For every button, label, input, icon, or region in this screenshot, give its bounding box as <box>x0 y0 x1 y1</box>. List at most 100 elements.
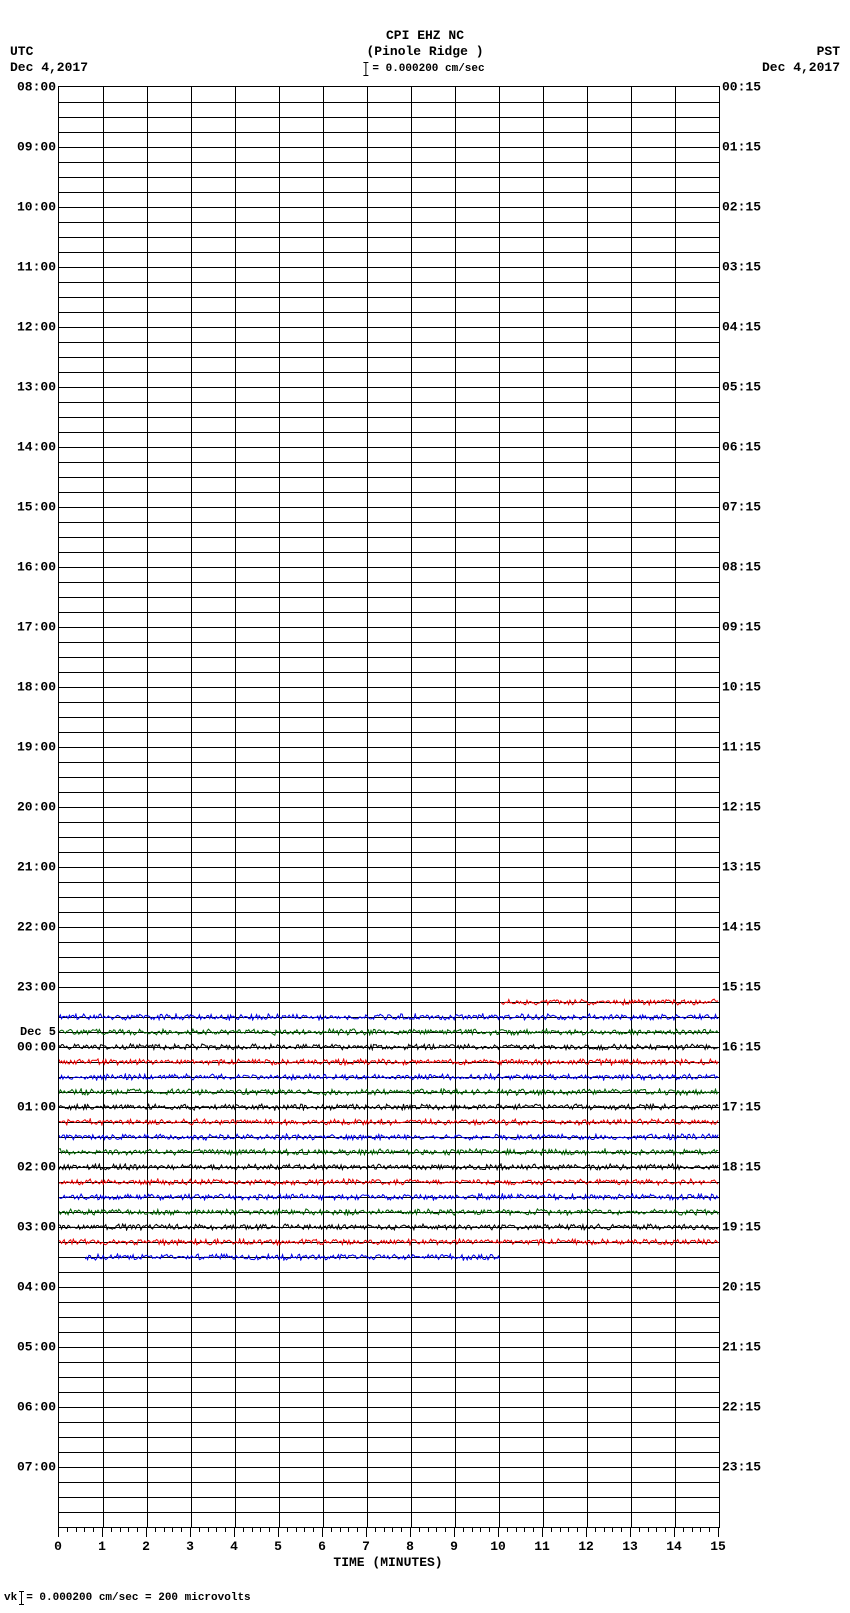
x-tick-label: 15 <box>710 1539 726 1554</box>
x-tick-minor <box>260 1527 261 1532</box>
grid-horizontal <box>59 492 719 493</box>
footer-prefix: vk <box>4 1592 17 1604</box>
grid-horizontal <box>59 222 719 223</box>
title-block: CPI EHZ NC (Pinole Ridge ) <box>0 28 850 59</box>
x-tick-major <box>322 1527 323 1537</box>
pst-hour-label: 18:15 <box>722 1160 761 1175</box>
pst-hour-label: 21:15 <box>722 1340 761 1355</box>
utc-hour-label: 17:00 <box>17 620 56 635</box>
seismic-trace <box>85 1253 501 1261</box>
utc-hour-label: 23:00 <box>17 980 56 995</box>
grid-horizontal <box>59 732 719 733</box>
x-tick-major <box>586 1527 587 1537</box>
grid-horizontal <box>59 1302 719 1303</box>
x-tick-minor <box>216 1527 217 1532</box>
x-tick-minor <box>304 1527 305 1532</box>
grid-horizontal <box>59 837 719 838</box>
x-tick-label: 4 <box>230 1539 238 1554</box>
grid-horizontal <box>59 447 719 448</box>
grid-horizontal <box>59 417 719 418</box>
utc-hour-label: 19:00 <box>17 740 56 755</box>
utc-hour-label: 21:00 <box>17 860 56 875</box>
x-tick-minor <box>516 1527 517 1532</box>
x-tick-minor <box>225 1527 226 1532</box>
header-left: UTC Dec 4,2017 <box>10 44 88 75</box>
grid-horizontal <box>59 867 719 868</box>
x-tick-minor <box>533 1527 534 1532</box>
grid-horizontal <box>59 747 719 748</box>
x-tick-label: 2 <box>142 1539 150 1554</box>
x-tick-minor <box>313 1527 314 1532</box>
x-tick-minor <box>463 1527 464 1532</box>
pst-hour-label: 02:15 <box>722 200 761 215</box>
grid-horizontal <box>59 1512 719 1513</box>
utc-hour-label: 18:00 <box>17 680 56 695</box>
x-tick-minor <box>524 1527 525 1532</box>
x-tick-minor <box>331 1527 332 1532</box>
grid-horizontal <box>59 477 719 478</box>
grid-horizontal <box>59 1422 719 1423</box>
x-tick-major <box>366 1527 367 1537</box>
grid-horizontal <box>59 1467 719 1468</box>
grid-horizontal <box>59 207 719 208</box>
x-tick-minor <box>489 1527 490 1532</box>
utc-hour-label: 05:00 <box>17 1340 56 1355</box>
x-tick-minor <box>199 1527 200 1532</box>
x-tick-label: 6 <box>318 1539 326 1554</box>
x-tick-minor <box>208 1527 209 1532</box>
grid-horizontal <box>59 162 719 163</box>
utc-hour-label: 15:00 <box>17 500 56 515</box>
x-tick-minor <box>560 1527 561 1532</box>
x-tick-minor <box>683 1527 684 1532</box>
x-tick-major <box>542 1527 543 1537</box>
x-tick-minor <box>419 1527 420 1532</box>
grid-horizontal <box>59 957 719 958</box>
pst-hour-label: 10:15 <box>722 680 761 695</box>
x-axis: TIME (MINUTES) 0123456789101112131415 <box>58 1527 718 1567</box>
utc-hour-label: 01:00 <box>17 1100 56 1115</box>
seismic-trace <box>501 998 719 1006</box>
station-id: CPI EHZ NC <box>0 28 850 44</box>
seismic-trace <box>59 1193 719 1201</box>
x-tick-label: 8 <box>406 1539 414 1554</box>
grid-horizontal <box>59 282 719 283</box>
x-tick-minor <box>84 1527 85 1532</box>
x-tick-minor <box>436 1527 437 1532</box>
x-tick-label: 3 <box>186 1539 194 1554</box>
utc-hour-label: 00:00 <box>17 1040 56 1055</box>
grid-horizontal <box>59 1332 719 1333</box>
grid-horizontal <box>59 132 719 133</box>
grid-horizontal <box>59 897 719 898</box>
grid-horizontal <box>59 402 719 403</box>
pst-hour-label: 00:15 <box>722 80 761 95</box>
seismic-trace <box>59 1148 719 1156</box>
pst-hour-label: 14:15 <box>722 920 761 935</box>
grid-horizontal <box>59 1437 719 1438</box>
station-name: (Pinole Ridge ) <box>0 44 850 60</box>
x-tick-minor <box>76 1527 77 1532</box>
pst-hour-label: 12:15 <box>722 800 761 815</box>
x-tick-label: 7 <box>362 1539 370 1554</box>
utc-hour-label: 09:00 <box>17 140 56 155</box>
x-tick-minor <box>648 1527 649 1532</box>
grid-horizontal <box>59 987 719 988</box>
grid-horizontal <box>59 552 719 553</box>
x-tick-minor <box>639 1527 640 1532</box>
x-tick-minor <box>375 1527 376 1532</box>
x-tick-minor <box>128 1527 129 1532</box>
grid-horizontal <box>59 642 719 643</box>
date-marker: Dec 5 <box>20 1025 56 1039</box>
x-tick-minor <box>472 1527 473 1532</box>
grid-horizontal <box>59 627 719 628</box>
x-tick-minor <box>384 1527 385 1532</box>
header-right: PST Dec 4,2017 <box>762 44 840 75</box>
x-tick-minor <box>164 1527 165 1532</box>
seismic-trace <box>59 1238 719 1246</box>
x-tick-major <box>630 1527 631 1537</box>
grid-horizontal <box>59 147 719 148</box>
x-tick-major <box>234 1527 235 1537</box>
seismic-trace <box>59 1133 719 1141</box>
utc-hour-label: 12:00 <box>17 320 56 335</box>
grid-horizontal <box>59 582 719 583</box>
grid-horizontal <box>59 1392 719 1393</box>
